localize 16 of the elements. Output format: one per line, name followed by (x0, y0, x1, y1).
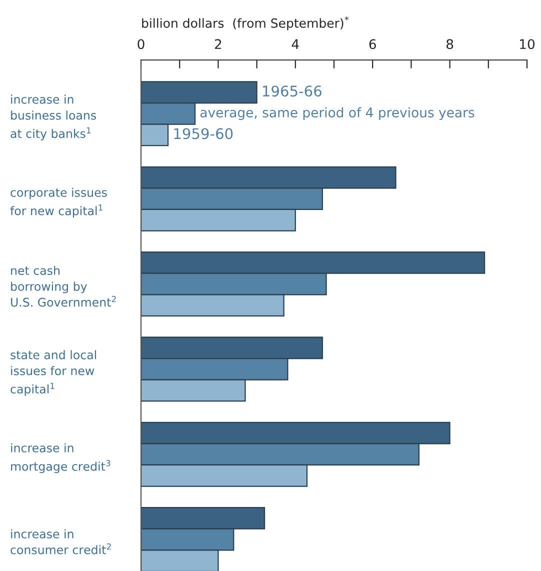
x-tick-label: 0 (138, 39, 144, 50)
y-tick-label: increase in consumer credit$^{2}$ (10, 529, 111, 554)
y-tick-label: net cash borrowing by U.S. Government$^{2}$ (11, 266, 116, 307)
x-tick-label: 8 (446, 39, 454, 50)
x-tick-label: 10 (520, 39, 535, 50)
x-tick-label: 4 (292, 39, 299, 49)
y-tick-label: corporate issues for new capital$^{1}$ (10, 188, 107, 218)
series-label: 1959-60 (174, 128, 233, 140)
series-label: 1965-66 (263, 86, 322, 97)
y-tick-label: state and local issues for new capital$^{1}$ (10, 350, 96, 396)
y-tick-label: increase in business loans at city banks$^{1}$ (10, 94, 96, 140)
x-axis-title: billion dollars (from September)$^{*}$ (142, 16, 349, 30)
x-tick-label: 6 (369, 39, 376, 50)
x-tick-label: 2 (214, 39, 222, 49)
y-tick-label: increase in mortgage credit$^{3}$ (11, 443, 110, 474)
series-label: average, same period of 4 previous years (200, 107, 474, 120)
